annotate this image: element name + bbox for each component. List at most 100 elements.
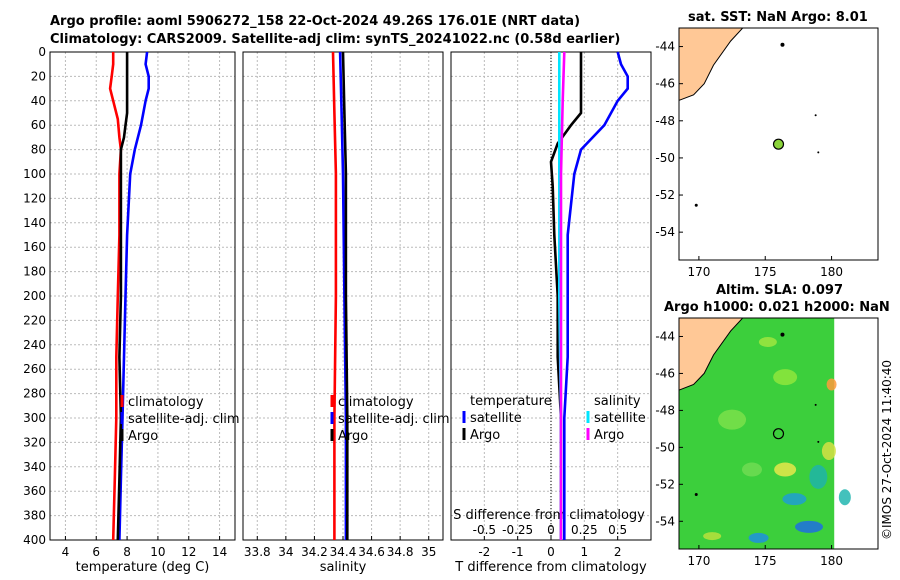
map-y-tick-label: -50 [655,151,675,165]
y-tick-label: 180 [23,265,46,279]
legend-label: satellite [594,411,646,426]
x-tick-label: 6 [92,545,100,559]
legend-label: Argo [470,428,500,443]
island-bounty [814,403,817,406]
legend-label: climatology [128,395,204,410]
y-tick-label: 280 [23,387,46,401]
map-y-tick-label: -44 [655,40,675,54]
y-tick-label: 100 [23,167,46,181]
sst-map-title: sat. SST: NaN Argo: 8.01 [688,10,868,25]
x-tick-label: 8 [123,545,131,559]
legend-title-salinity: salinity [594,394,641,409]
map-y-tick-label: -44 [655,329,675,343]
series-t-satellite [563,51,629,540]
sla-anomaly-patch [748,532,769,543]
land-new-zealand [679,318,744,391]
map-y-tick-label: -50 [655,440,675,454]
y-tick-label: 160 [23,240,46,254]
sla-anomaly-patch [718,409,747,430]
map-x-tick-label: 175 [754,554,777,568]
y-tick-label: 0 [38,45,46,59]
map-y-tick-label: -48 [655,403,675,417]
sla-anomaly-patch [821,442,836,461]
legend-label: satellite-adj. clim [338,412,450,427]
island-antipodes [817,440,820,443]
y-tick-label: 60 [31,118,46,132]
panels: 0204060801001201401601802002202402602803… [23,27,879,575]
secondary-tick-label: 0.5 [608,523,627,537]
series-climatology [331,51,338,540]
map-y-tick-label: -46 [655,77,675,91]
y-tick-label: 360 [23,484,46,498]
sla-anomaly-patch [809,464,828,489]
x-tick-label: 4 [62,545,70,559]
sla-anomaly-patch [773,369,798,386]
x-tick-label: -1 [512,545,524,559]
y-tick-label: 240 [23,338,46,352]
axes-frame [49,51,236,541]
series-satellite-adj-clim [338,51,348,540]
y-tick-label: 220 [23,313,46,327]
profile-panel-temperature: 0 20 40 60 80 100 120 140 160 180 200 220 240 260 280 3… [23,45,240,575]
map-y-tick-label: -54 [655,514,675,528]
island-antipodes [817,151,820,154]
figure-title-line2: Climatology: CARS2009. Satellite-adj cli… [50,32,621,47]
island-campbell [694,203,698,207]
secondary-tick-label: 0.25 [571,523,598,537]
argo-float-marker [772,138,785,150]
sla-anomaly-patch [782,493,807,506]
y-tick-label: 20 [31,69,46,83]
x-tick-label: 34.2 [301,545,328,559]
sla-anomaly-patch [741,462,762,477]
map-y-tick-label: -48 [655,114,675,128]
legend-label: climatology [338,395,414,410]
y-tick-label: 260 [23,362,46,376]
sla-anomaly-patch [795,520,824,533]
map-panel-sla_map: -44 -46 -48 -50 -52 -54 170 175 180 [655,317,879,568]
legend-label: satellite-adj. clim [128,412,240,427]
map-y-tick-label: -52 [655,477,675,491]
sla-anomaly-patch [774,462,797,477]
y-tick-label: 120 [23,191,46,205]
map-x-tick-label: 175 [754,265,777,279]
island-campbell [694,492,698,496]
sla-anomaly-patch [838,489,851,506]
profile-panel-difference: -2 -1 0 1 2T difference from climatology S di… [450,51,652,575]
x-tick-label: 1 [581,545,589,559]
map-x-tick-label: 180 [820,265,843,279]
x-tick-label: 34 [278,545,293,559]
y-tick-label: 200 [23,289,46,303]
x-tick-label: 2 [614,545,622,559]
legend-label: satellite [470,411,522,426]
secondary-tick-label: -0.5 [473,523,496,537]
map-x-tick-label: 170 [687,265,710,279]
map-frame [678,317,879,550]
secondary-tick-label: 0 [547,523,555,537]
sla-anomaly-patch [703,532,722,541]
y-tick-label: 380 [23,509,46,523]
x-tick-label: 14 [212,545,227,559]
y-tick-label: 400 [23,533,46,547]
map-frame [678,27,879,261]
map-y-tick-label: -54 [655,225,675,239]
series-s-argo [559,51,566,540]
x-tick-label: 34.8 [387,545,414,559]
profile-panel-salinity: 33.8 34 34.2 34.4 34.6 34.8 35 salinity climatol… [242,51,450,575]
land-new-zealand [679,28,744,101]
argo-float-marker [772,428,785,440]
x-tick-label: 34.4 [330,545,357,559]
island-chatham [780,332,785,337]
x-tick-label: 33.8 [244,545,271,559]
map-panel-sst_map: -44 -46 -48 -50 -52 -54 170 175 180 [655,27,879,279]
y-tick-label: 40 [31,94,46,108]
legend-title-temperature: temperature [470,394,552,409]
x-tick-label: -2 [478,545,490,559]
map-x-tick-label: 180 [820,554,843,568]
series-argo [116,52,129,541]
x-tick-label: 0 [547,545,555,559]
x-axis-label: T difference from climatology [454,560,647,575]
legend-label: Argo [338,429,368,444]
sla-map-title-line2: Argo h1000: 0.021 h2000: NaN [664,300,890,315]
y-tick-label: 80 [31,143,46,157]
